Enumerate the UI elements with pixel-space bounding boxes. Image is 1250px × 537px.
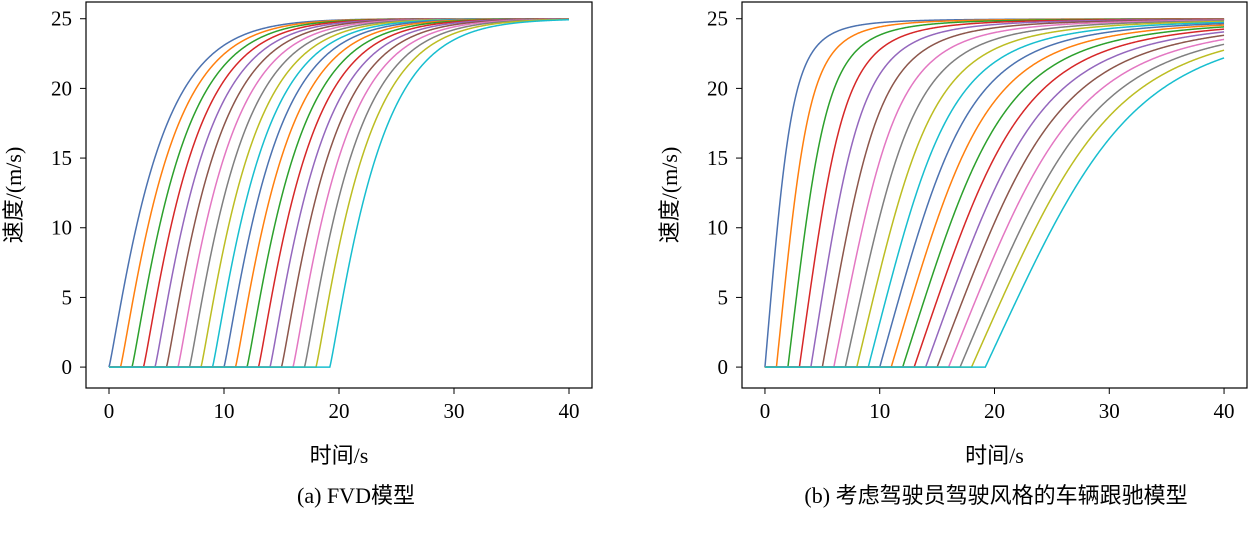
y-tick-label: 25 — [51, 7, 72, 31]
series-line-14 — [764, 28, 1225, 368]
series-line-20 — [109, 18, 570, 368]
x-tick-label: 20 — [329, 399, 350, 423]
y-tick-label: 5 — [62, 285, 73, 309]
series-line-17 — [764, 38, 1225, 368]
x-tick-label: 40 — [559, 399, 580, 423]
x-tick-label: 0 — [760, 399, 771, 423]
y-tick-label: 5 — [718, 285, 729, 309]
series-line-9 — [764, 20, 1225, 368]
series-line-19 — [109, 18, 570, 368]
y-tick-label: 10 — [707, 216, 728, 240]
chart-a: 0 10 20 30 40 0 5 10 15 20 25 时间/s 速度/(m/s) — [1, 1, 593, 468]
series-line-19 — [764, 49, 1225, 368]
x-tick-label: 30 — [1099, 399, 1120, 423]
x-tick-label: 10 — [214, 399, 235, 423]
y-axis-label: 速度/(m/s) — [657, 147, 682, 244]
y-tick-label: 0 — [718, 355, 729, 379]
series-line-16 — [764, 34, 1225, 368]
y-tick-label: 20 — [707, 76, 728, 100]
x-tick-label: 30 — [444, 399, 465, 423]
x-axis-label: 时间/s — [310, 443, 369, 468]
y-tick-label: 0 — [62, 355, 73, 379]
y-tick-label: 15 — [707, 146, 728, 170]
x-tick-label: 0 — [104, 399, 115, 423]
series-line-20 — [764, 57, 1225, 368]
series-line-10 — [764, 21, 1225, 368]
series-line-15 — [764, 31, 1225, 368]
y-tick-label: 20 — [51, 76, 72, 100]
x-axis-label: 时间/s — [965, 443, 1024, 468]
y-tick-label: 15 — [51, 146, 72, 170]
x-tick-label: 40 — [1214, 399, 1235, 423]
y-tick-label: 25 — [707, 7, 728, 31]
series-line-7 — [764, 19, 1225, 368]
x-tick-label: 20 — [984, 399, 1005, 423]
series-line-12 — [764, 24, 1225, 368]
series-line-8 — [764, 20, 1225, 368]
series-line-11 — [764, 22, 1225, 368]
chart-b: 0 10 20 30 40 0 5 10 15 20 25 时间/s 速度/(m/s) — [657, 1, 1248, 468]
caption-a: (a) FVD模型 — [297, 483, 415, 508]
x-tick-label: 10 — [869, 399, 890, 423]
series-line-13 — [764, 26, 1225, 368]
caption-b: (b) 考虑驾驶员驾驶风格的车辆跟驰模型 — [804, 483, 1188, 508]
y-tick-label: 10 — [51, 216, 72, 240]
series-line-18 — [764, 43, 1225, 368]
y-axis-label: 速度/(m/s) — [1, 147, 26, 244]
